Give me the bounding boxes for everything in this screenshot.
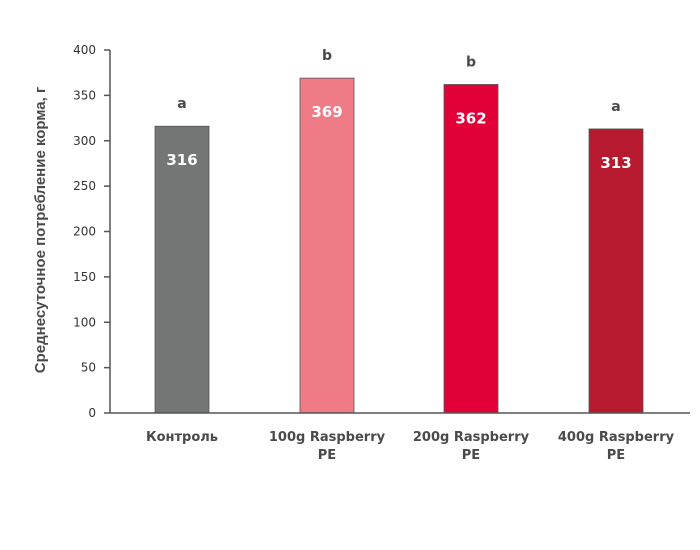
y-tick-label: 350 bbox=[73, 88, 96, 102]
significance-label: a bbox=[177, 96, 186, 112]
bar bbox=[154, 125, 210, 414]
bar bbox=[299, 77, 355, 414]
data-label: 362 bbox=[455, 109, 486, 127]
y-axis: 0 50 100 150 200 250 300 350 400 bbox=[73, 43, 111, 420]
x-tick-label: 200g Raspberry bbox=[413, 430, 530, 445]
x-tick-label: PE bbox=[318, 448, 336, 463]
bar bbox=[443, 84, 499, 414]
significance-label: b bbox=[466, 54, 476, 70]
y-axis-title: Среднесуточное потребление корма, г bbox=[32, 87, 49, 373]
x-axis: Контроль 100g Raspberry PE 200g Raspberry PE… bbox=[110, 412, 690, 463]
x-tick-label: PE bbox=[607, 448, 625, 463]
x-tick-label: PE bbox=[462, 448, 480, 463]
y-tick-label: 50 bbox=[81, 361, 96, 375]
x-tick-label: 400g Raspberry bbox=[558, 430, 675, 445]
data-label: 316 bbox=[166, 151, 197, 169]
bars: 316 a 369 b 362 b 313 a bbox=[154, 48, 644, 414]
data-label: 313 bbox=[600, 154, 631, 172]
significance-label: a bbox=[611, 99, 620, 115]
y-tick-label: 0 bbox=[88, 406, 96, 420]
significance-label: b bbox=[322, 48, 332, 64]
data-label: 369 bbox=[311, 103, 342, 121]
y-tick-label: 250 bbox=[73, 179, 96, 193]
bar bbox=[588, 128, 644, 414]
y-tick-label: 200 bbox=[73, 225, 96, 239]
x-tick-label: Контроль bbox=[146, 430, 218, 445]
x-tick-label: 100g Raspberry bbox=[269, 430, 386, 445]
y-tick-label: 300 bbox=[73, 134, 96, 148]
y-tick-label: 100 bbox=[73, 315, 96, 329]
y-tick-label: 150 bbox=[73, 270, 96, 284]
y-tick-label: 400 bbox=[73, 43, 96, 57]
